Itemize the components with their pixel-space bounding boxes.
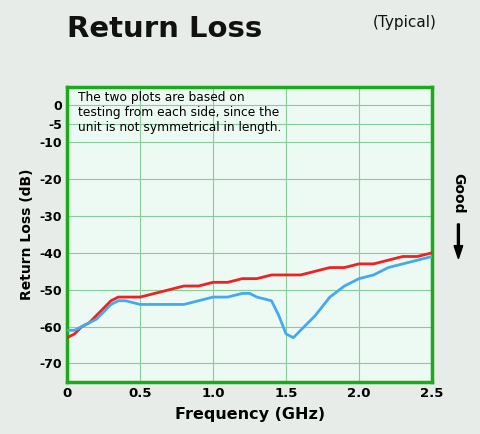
Text: (Typical): (Typical) (373, 15, 437, 30)
Text: Return Loss: Return Loss (67, 15, 263, 43)
Text: Good: Good (451, 173, 466, 214)
Text: The two plots are based on
testing from each side, since the
unit is not symmetr: The two plots are based on testing from … (78, 91, 281, 134)
X-axis label: Frequency (GHz): Frequency (GHz) (175, 407, 324, 422)
Y-axis label: Return Loss (dB): Return Loss (dB) (20, 169, 34, 300)
